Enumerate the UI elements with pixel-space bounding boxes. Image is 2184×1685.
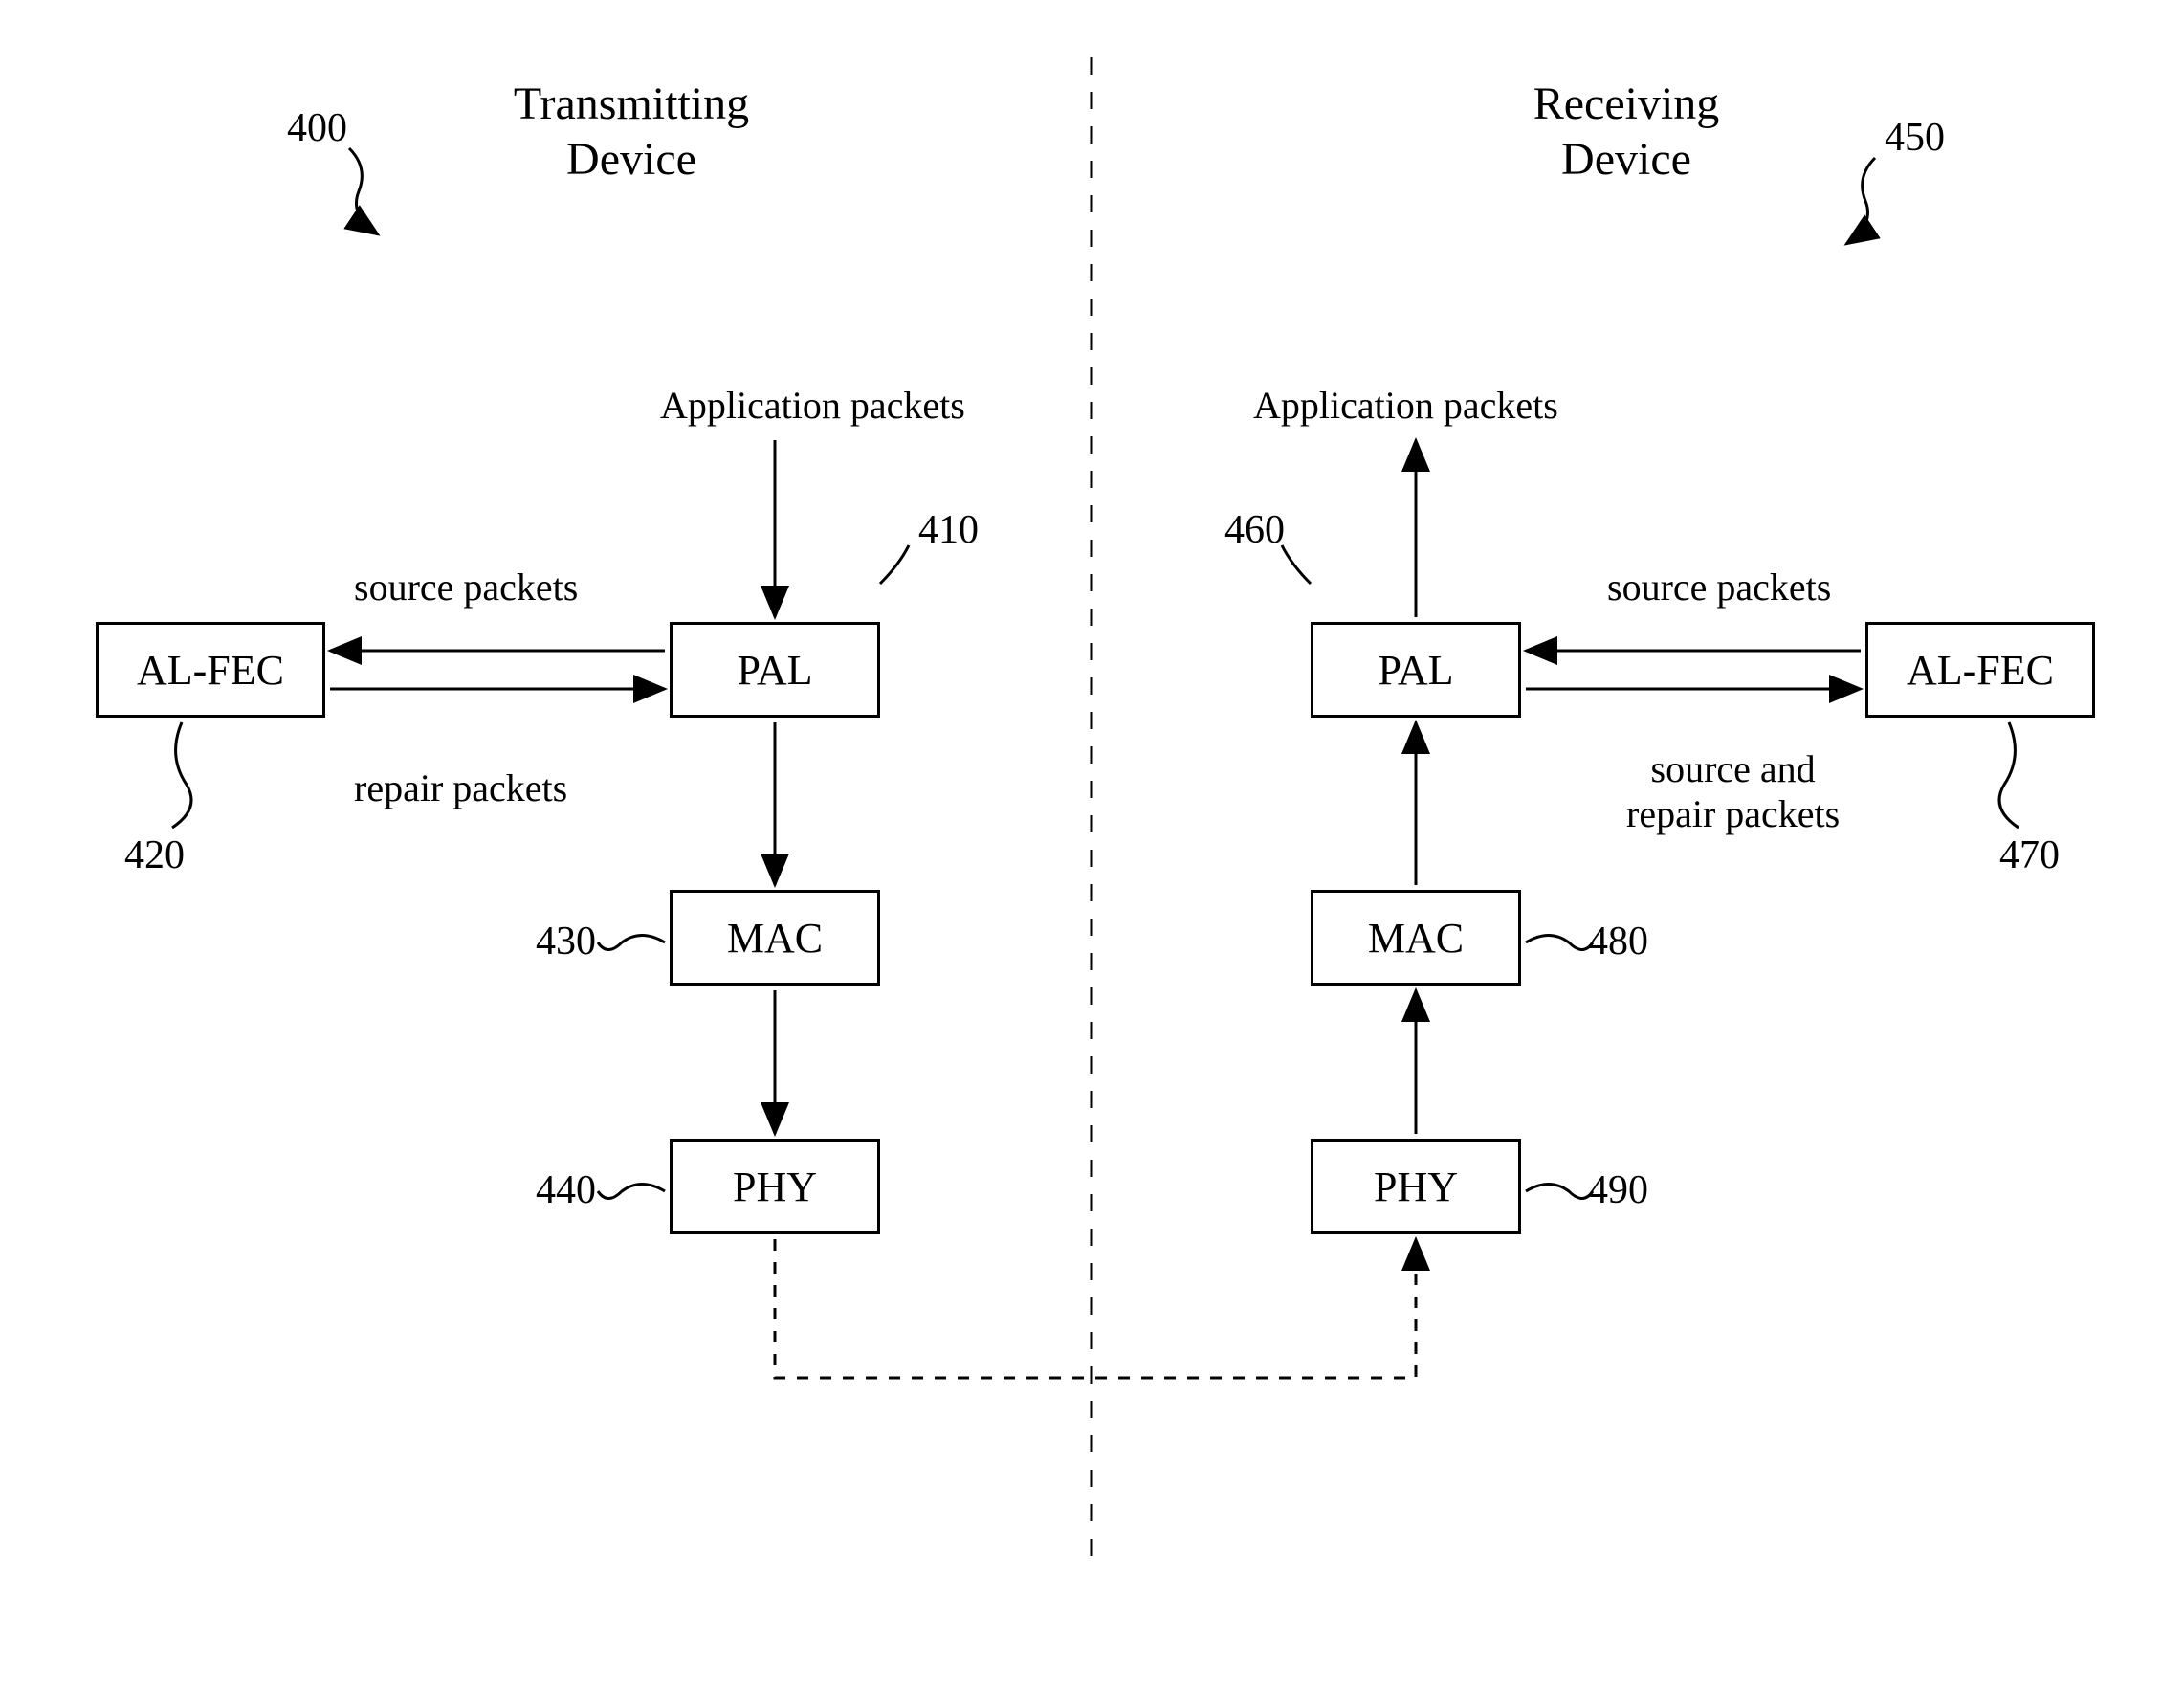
- pal-tx-box: PAL: [670, 622, 880, 718]
- squiggle-410: [880, 545, 909, 584]
- ref-420: 420: [124, 832, 185, 878]
- ref-480: 480: [1588, 919, 1648, 964]
- phy-rx-box: PHY: [1311, 1139, 1521, 1234]
- ref-450: 450: [1885, 115, 1945, 161]
- repair-packets-tx-label: repair packets: [354, 765, 567, 810]
- squiggle-490: [1526, 1185, 1593, 1199]
- squiggle-400: [349, 148, 378, 234]
- squiggle-470: [1999, 722, 2019, 828]
- dashed-phy-link: [775, 1239, 1416, 1378]
- transmitting-title: Transmitting Device: [421, 77, 842, 187]
- ref-470: 470: [1999, 832, 2060, 878]
- squiggle-460: [1282, 545, 1311, 584]
- mac-rx-box: MAC: [1311, 890, 1521, 986]
- alfec-tx-box: AL-FEC: [96, 622, 325, 718]
- app-packets-tx-label: Application packets: [660, 383, 965, 428]
- pal-rx-box: PAL: [1311, 622, 1521, 718]
- source-packets-rx-label: source packets: [1607, 565, 1831, 610]
- ref-440: 440: [536, 1167, 596, 1213]
- receiving-title: Receiving Device: [1435, 77, 1818, 187]
- squiggle-430: [598, 936, 665, 950]
- phy-tx-box: PHY: [670, 1139, 880, 1234]
- ref-490: 490: [1588, 1167, 1648, 1213]
- squiggle-480: [1526, 936, 1593, 950]
- source-packets-tx-label: source packets: [354, 565, 578, 610]
- mac-tx-box: MAC: [670, 890, 880, 986]
- ref-400: 400: [287, 105, 347, 151]
- squiggle-420: [172, 722, 191, 828]
- ref-430: 430: [536, 919, 596, 964]
- squiggle-440: [598, 1185, 665, 1199]
- alfec-rx-box: AL-FEC: [1865, 622, 2095, 718]
- squiggle-450: [1846, 158, 1875, 244]
- repair-packets-rx-label: source and repair packets: [1626, 746, 1840, 836]
- ref-460: 460: [1224, 507, 1285, 553]
- ref-410: 410: [918, 507, 979, 553]
- app-packets-rx-label: Application packets: [1253, 383, 1558, 428]
